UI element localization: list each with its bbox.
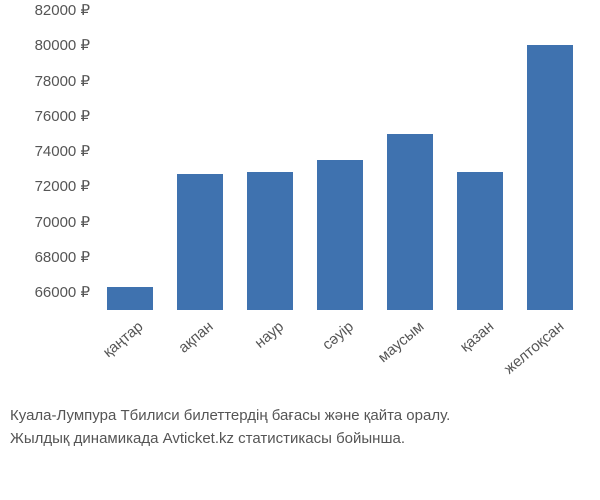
- x-tick-label: қазан: [457, 318, 497, 356]
- bar: [387, 134, 433, 310]
- y-tick-label: 70000 ₽: [35, 213, 90, 231]
- bar: [317, 160, 363, 310]
- x-axis: қаңтар ақпан наур сәуір маусым қазанжелтоқсан: [95, 310, 585, 390]
- x-tick-label: наур: [251, 318, 287, 352]
- y-tick-label: 74000 ₽: [35, 142, 90, 160]
- y-tick-label: 80000 ₽: [35, 36, 90, 54]
- chart-container: 66000 ₽ 68000 ₽ 70000 ₽ 72000 ₽ 74000 ₽ 76000…: [10, 10, 590, 390]
- y-tick-label: 76000 ₽: [35, 107, 90, 125]
- bar: [107, 287, 153, 310]
- x-tick-label: қаңтар: [100, 318, 147, 361]
- x-tick-label: желтоқсан: [501, 318, 567, 378]
- x-tick-label: маусым: [374, 318, 427, 366]
- y-tick-label: 66000 ₽: [35, 283, 90, 301]
- y-tick-label: 72000 ₽: [35, 177, 90, 195]
- y-tick-label: 78000 ₽: [35, 72, 90, 90]
- y-axis: 66000 ₽ 68000 ₽ 70000 ₽ 72000 ₽ 74000 ₽ 76000…: [10, 10, 95, 310]
- chart-caption: Куала-Лумпура Тбилиси билеттердің бағасы…: [10, 405, 590, 450]
- bar: [177, 174, 223, 310]
- bar: [527, 45, 573, 310]
- caption-line-2: Жылдық динамикада Avticket.kz статистика…: [10, 428, 590, 451]
- x-tick-label: ақпан: [176, 318, 217, 357]
- bar: [247, 172, 293, 310]
- plot-area: [95, 10, 585, 310]
- y-tick-label: 68000 ₽: [35, 248, 90, 266]
- caption-line-1: Куала-Лумпура Тбилиси билеттердің бағасы…: [10, 405, 590, 428]
- y-tick-label: 82000 ₽: [35, 1, 90, 19]
- x-tick-label: сәуір: [319, 318, 357, 354]
- bar: [457, 172, 503, 310]
